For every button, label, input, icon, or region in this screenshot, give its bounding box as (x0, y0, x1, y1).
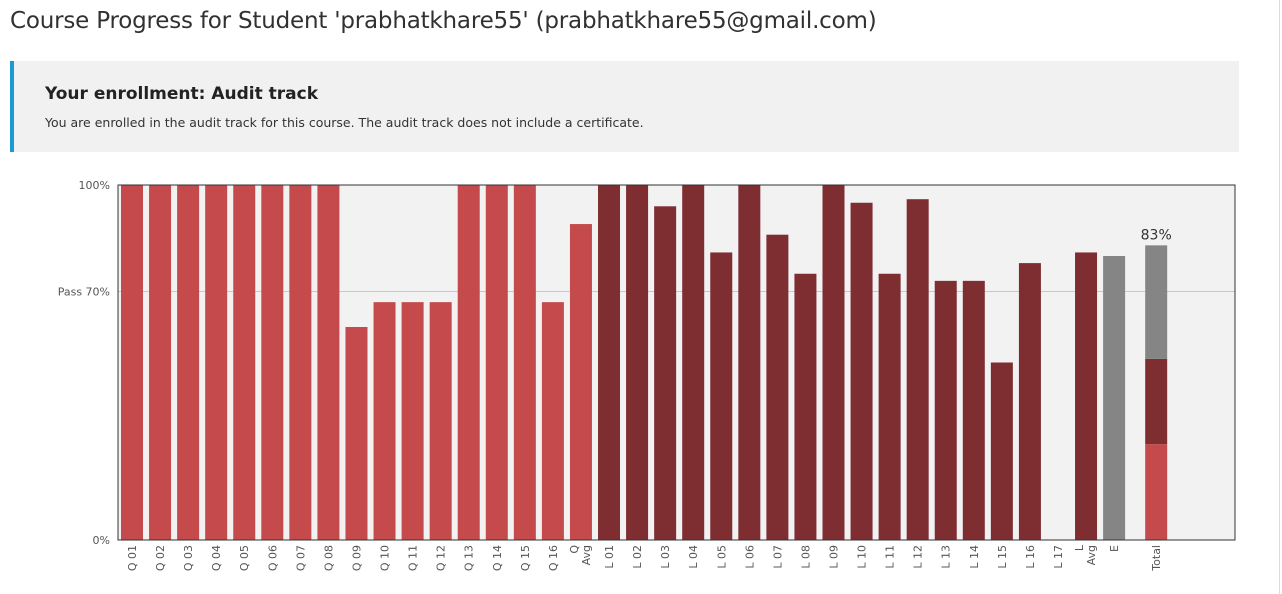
x-tick-label: L 16 (1024, 545, 1037, 569)
x-tick-label: L 04 (687, 545, 700, 569)
bar-q-03 (177, 185, 200, 540)
x-tick-label: L 17 (1052, 545, 1065, 569)
x-tick-label: Q 09 (350, 545, 363, 571)
x-tick-label: Q 13 (463, 545, 476, 571)
x-tick-label: Q 01 (126, 545, 139, 571)
x-tick-label: Total (1150, 545, 1163, 572)
bar-l-07 (766, 234, 789, 540)
bar-l-01 (598, 185, 621, 540)
x-tick-label: L 09 (828, 545, 841, 569)
bar-q-05 (233, 185, 256, 540)
x-tick-label: Q 14 (491, 545, 504, 571)
bar-q-15 (513, 185, 536, 540)
enrollment-notice: Your enrollment: Audit track You are enr… (10, 61, 1239, 152)
bar-q-09 (345, 327, 368, 540)
x-tick-label: L 12 (912, 545, 925, 569)
bar-q-12 (429, 302, 452, 540)
x-tick-label: Q 16 (547, 545, 560, 571)
total-segment-lab (1145, 358, 1168, 445)
bar-l-12 (906, 199, 929, 540)
bar-q-14 (485, 185, 508, 540)
page-title: Course Progress for Student 'prabhatkhar… (10, 8, 877, 34)
total-segment-exam (1145, 245, 1168, 359)
bar-l-11 (878, 273, 901, 540)
bar-l-10 (850, 202, 873, 540)
x-tick-label: Q 11 (407, 545, 420, 571)
bar-q-11 (401, 302, 424, 540)
y-tick-label: 0% (93, 534, 110, 547)
x-tick-label: L 03 (659, 545, 672, 569)
x-tick-label: L 01 (603, 545, 616, 569)
enrollment-heading: Your enrollment: Audit track (45, 84, 319, 104)
bar-l-04 (682, 185, 705, 540)
bar-l-03 (654, 206, 677, 541)
x-tick-label: L 11 (884, 545, 897, 569)
bar-l-15 (990, 362, 1013, 540)
x-tick-label: L 10 (856, 545, 869, 569)
x-tick-label: L 15 (996, 545, 1009, 569)
bar-q-16 (541, 302, 564, 540)
y-tick-label: Pass 70% (58, 286, 110, 299)
bar-l-13 (934, 280, 957, 540)
bar-q-10 (373, 302, 396, 540)
bar-l-16 (1018, 263, 1041, 540)
y-tick-label: 100% (79, 179, 110, 192)
x-tick-label: Avg (1085, 545, 1098, 565)
bar-l-09 (822, 185, 845, 540)
x-tick-label: Q (568, 545, 581, 554)
bar-l-02 (626, 185, 649, 540)
x-tick-label: L 05 (715, 545, 728, 569)
bar-l-05 (710, 252, 733, 540)
bar-q-06 (261, 185, 284, 540)
x-tick-label: L 06 (743, 545, 756, 569)
bar-q-07 (289, 185, 312, 540)
bar-q-02 (149, 185, 172, 540)
bar-q-avg (569, 224, 592, 541)
bar-l-avg (1075, 252, 1098, 540)
x-tick-label: L 02 (631, 545, 644, 569)
x-tick-label: L (1073, 544, 1086, 551)
x-tick-label: Q 06 (266, 545, 279, 571)
x-tick-label: E (1108, 545, 1121, 552)
x-tick-label: L 07 (771, 545, 784, 569)
x-tick-label: Q 02 (154, 545, 167, 571)
x-tick-label: Q 07 (294, 545, 307, 571)
x-tick-label: L 08 (799, 545, 812, 569)
bar-q-13 (457, 185, 480, 540)
enrollment-message: You are enrolled in the audit track for … (45, 115, 644, 130)
plot-area (118, 185, 1235, 540)
x-tick-label: Avg (580, 545, 593, 565)
plot-border (117, 184, 1236, 541)
bar-q-01 (121, 185, 143, 540)
total-segment-quiz (1145, 444, 1168, 540)
x-tick-label: Q 04 (210, 545, 223, 571)
total-value-label: 83% (1141, 227, 1172, 243)
bar-q-04 (205, 185, 228, 540)
x-tick-label: Q 08 (322, 545, 335, 571)
bar-e (1103, 256, 1126, 540)
page-right-border (1279, 0, 1280, 594)
x-tick-label: Q 15 (519, 545, 532, 571)
bar-l-14 (962, 280, 985, 540)
bar-l-08 (794, 273, 817, 540)
x-tick-label: Q 05 (238, 545, 251, 571)
x-tick-label: Q 03 (182, 545, 195, 571)
x-tick-label: Q 12 (435, 545, 448, 571)
bar-l-06 (738, 185, 761, 540)
x-tick-label: Q 10 (379, 545, 392, 571)
x-tick-label: L 14 (968, 545, 981, 569)
bar-q-08 (317, 185, 340, 540)
x-tick-label: L 13 (940, 545, 953, 569)
